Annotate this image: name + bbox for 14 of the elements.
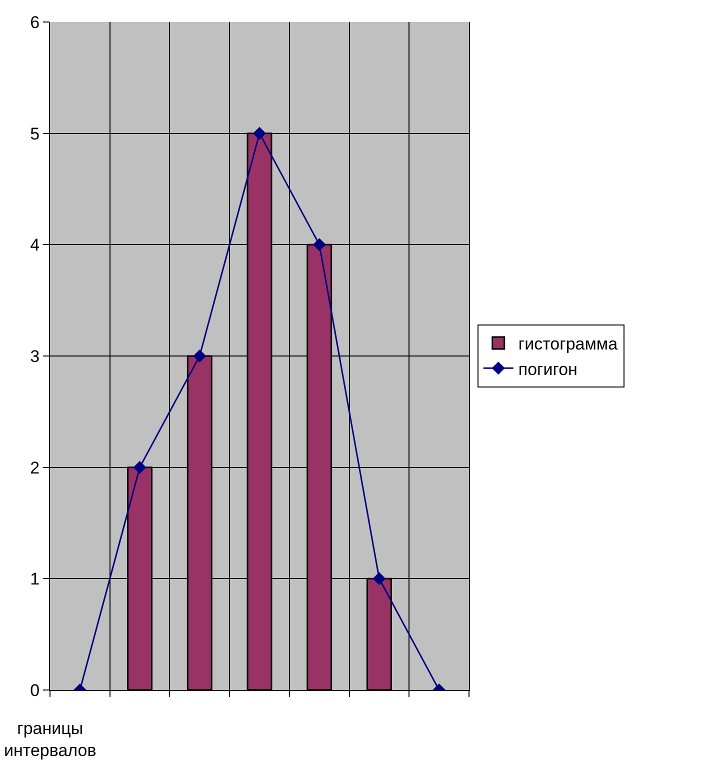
y-tick-label: 0 — [30, 680, 40, 700]
y-tick-label: 3 — [30, 346, 40, 366]
point — [253, 126, 266, 140]
y-tick-label: 4 — [30, 236, 40, 255]
y-tick-label: 1 — [30, 570, 40, 589]
y-tick-label: 6 — [30, 12, 40, 32]
x-axis-title: границы интервалов — [4, 719, 96, 760]
point — [133, 460, 146, 474]
point — [193, 350, 206, 362]
legend-label: гистограмма — [518, 334, 618, 354]
y-tick-label: 2 — [30, 458, 40, 478]
legend-label: погигон — [518, 360, 578, 379]
y-tick-label: 5 — [30, 124, 40, 144]
point — [312, 238, 326, 252]
